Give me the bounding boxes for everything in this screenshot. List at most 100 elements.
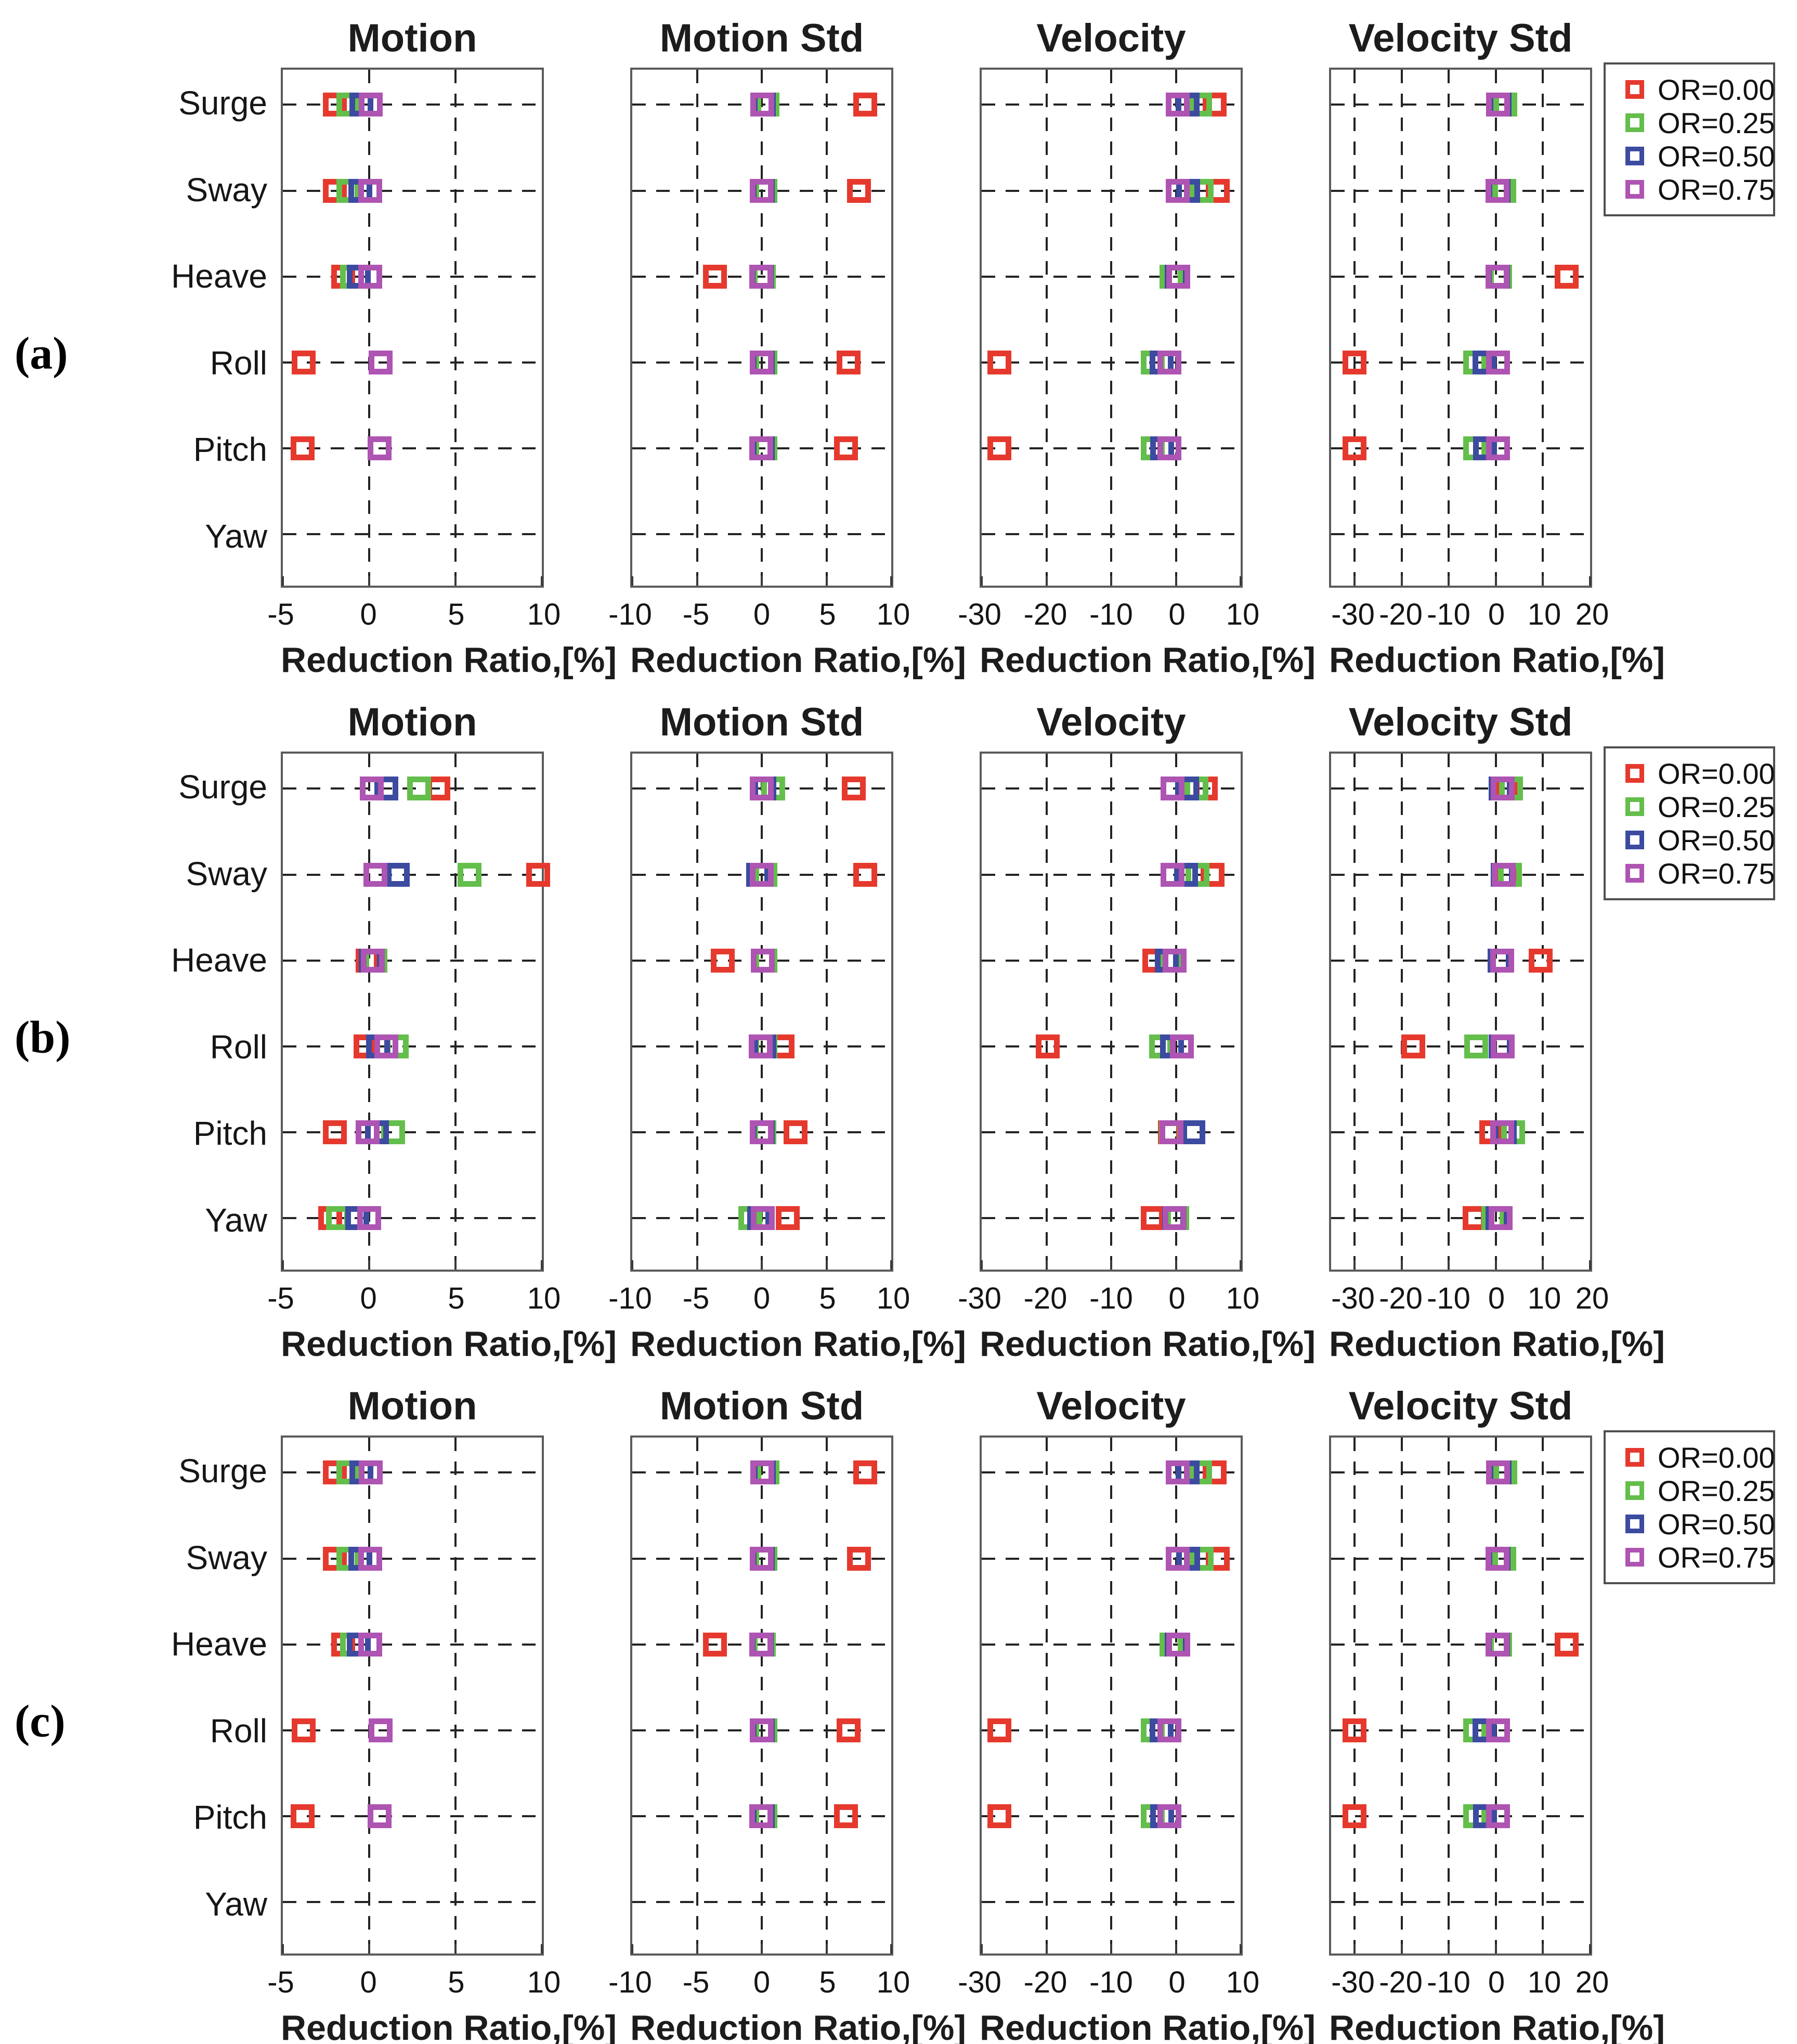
x-axis-tick xyxy=(1448,576,1450,586)
marker-or075 xyxy=(1492,862,1516,887)
x-tick-label: -5 xyxy=(682,1965,710,1999)
legend-swatch-icon xyxy=(1625,1548,1644,1567)
marker-or075 xyxy=(1169,1034,1194,1058)
x-axis-tick xyxy=(1400,1944,1403,1954)
marker-or075 xyxy=(1486,93,1510,117)
x-axis-tick xyxy=(631,1944,633,1954)
marker-or075 xyxy=(1491,1034,1515,1058)
marker-or075 xyxy=(1157,350,1182,374)
marker-or025 xyxy=(457,862,481,887)
row-label: (c) xyxy=(15,1696,66,1747)
marker-or050 xyxy=(385,862,410,887)
x-axis-tick xyxy=(1240,576,1242,586)
panel-title: Velocity xyxy=(1036,1384,1186,1428)
marker-or075 xyxy=(750,1120,774,1145)
marker-or075 xyxy=(367,1804,392,1829)
marker-or025 xyxy=(1190,178,1214,203)
marker-or000 xyxy=(1203,1460,1227,1485)
marker-or075 xyxy=(367,436,392,461)
x-tick-label: 10 xyxy=(1527,1282,1561,1315)
x-axis-tick xyxy=(1542,1260,1544,1270)
marker-or075 xyxy=(1159,1120,1183,1145)
x-axis-tick xyxy=(825,1944,828,1954)
x-gridline xyxy=(1494,1438,1497,1954)
x-gridline xyxy=(1400,754,1403,1270)
legend-label: OR=0.00 xyxy=(1658,1441,1775,1474)
marker-or000 xyxy=(291,436,315,461)
x-gridline xyxy=(368,70,370,586)
x-gridline xyxy=(1542,1438,1544,1954)
category-gridline xyxy=(1331,1815,1590,1818)
x-tick-label: -5 xyxy=(682,598,710,631)
legend-item: OR=0.00 xyxy=(1616,73,1775,106)
x-tick-label: -10 xyxy=(608,598,652,631)
marker-or075 xyxy=(1161,777,1185,801)
x-gridline xyxy=(761,1438,763,1954)
marker-or075 xyxy=(1166,1632,1191,1657)
marker-or000 xyxy=(853,93,878,117)
x-axis-tick xyxy=(890,1260,892,1270)
marker-or075 xyxy=(363,862,387,887)
plot-area-velocity-std xyxy=(1329,752,1592,1272)
x-axis-label: Reduction Ratio,[%] xyxy=(630,640,966,680)
category-label: Roll xyxy=(210,1028,267,1066)
marker-or075 xyxy=(1488,1206,1513,1231)
x-axis-tick xyxy=(1448,1944,1450,1954)
category-gridline xyxy=(1331,959,1590,962)
legend-label: OR=0.00 xyxy=(1658,73,1775,106)
marker-or000 xyxy=(1554,264,1579,289)
x-gridline xyxy=(1353,1438,1356,1954)
category-gridline xyxy=(1331,1901,1590,1904)
legend-item: OR=0.25 xyxy=(1616,1474,1775,1507)
category-gridline xyxy=(283,959,542,962)
x-axis-tick xyxy=(1045,1944,1048,1954)
x-axis-label: Reduction Ratio,[%] xyxy=(630,2008,966,2044)
marker-or050 xyxy=(1473,1804,1498,1829)
x-axis-tick xyxy=(890,1944,892,1954)
marker-or000 xyxy=(711,948,735,973)
legend-label: OR=0.00 xyxy=(1658,757,1775,790)
marker-or075 xyxy=(374,1034,399,1058)
x-axis-tick xyxy=(454,576,457,586)
plot-area-motion-std xyxy=(630,752,893,1272)
x-tick-label: 5 xyxy=(448,1282,465,1315)
marker-or000 xyxy=(1140,1206,1165,1231)
category-gridline xyxy=(283,275,542,278)
x-axis-label: Reduction Ratio,[%] xyxy=(1329,640,1665,680)
marker-or075 xyxy=(751,1206,775,1231)
x-gridline xyxy=(1353,754,1356,1270)
category-label: Pitch xyxy=(193,431,267,468)
x-axis-tick xyxy=(761,1944,763,1954)
marker-or075 xyxy=(750,93,775,117)
marker-or075 xyxy=(358,264,382,289)
x-gridline xyxy=(696,70,698,586)
x-axis-tick xyxy=(1045,576,1048,586)
marker-or075 xyxy=(1486,1718,1510,1742)
marker-or000 xyxy=(291,350,316,374)
marker-or000 xyxy=(1528,948,1553,973)
x-axis-label: Reduction Ratio,[%] xyxy=(1329,1324,1665,1364)
category-gridline xyxy=(1331,1131,1590,1134)
x-gridline xyxy=(1045,70,1048,586)
category-label: Sway xyxy=(186,171,268,209)
marker-or075 xyxy=(1485,1632,1509,1657)
marker-or075 xyxy=(1166,264,1191,289)
marker-or075 xyxy=(368,350,393,374)
legend-label: OR=0.75 xyxy=(1658,173,1775,206)
marker-or075 xyxy=(1166,1546,1190,1571)
legend-swatch-icon xyxy=(1625,147,1644,165)
legend-swatch-icon xyxy=(1625,864,1644,883)
legend-label: OR=0.25 xyxy=(1658,1474,1775,1507)
x-axis-tick xyxy=(825,576,828,586)
marker-or000 xyxy=(322,93,347,117)
panel-title: Velocity Std xyxy=(1348,1384,1573,1428)
panel-title: Velocity xyxy=(1036,16,1186,60)
marker-or025 xyxy=(336,1460,361,1485)
x-gridline xyxy=(1400,1438,1403,1954)
marker-or075 xyxy=(1486,1460,1510,1485)
legend-label: OR=0.25 xyxy=(1658,106,1775,139)
legend-label: OR=0.50 xyxy=(1658,139,1775,173)
marker-or075 xyxy=(358,1632,382,1657)
x-tick-label: 10 xyxy=(876,598,910,631)
x-tick-label: -10 xyxy=(1089,598,1133,631)
